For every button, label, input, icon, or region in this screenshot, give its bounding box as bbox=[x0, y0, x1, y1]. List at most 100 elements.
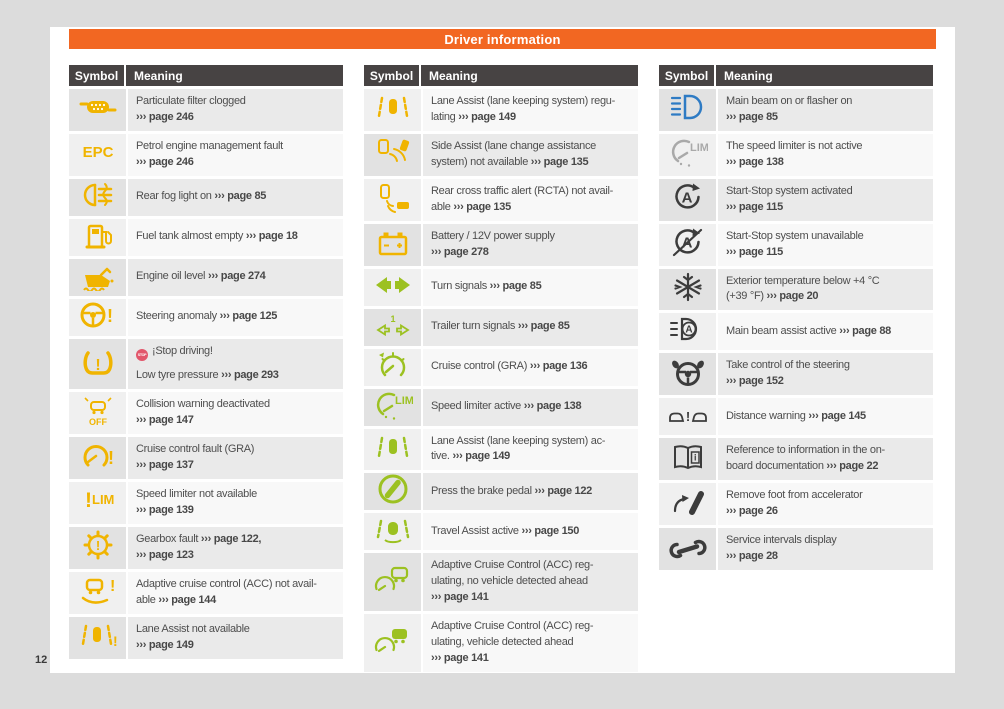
svg-text:!: ! bbox=[685, 409, 689, 424]
meaning-line: Service intervals display bbox=[726, 533, 931, 549]
page-reference: ››› page 20 bbox=[766, 290, 819, 303]
meaning-line: Main beam assist active ››› page 88 bbox=[726, 324, 931, 340]
meaning-cell: Cruise control (GRA) ››› page 136 bbox=[423, 348, 638, 386]
page-reference: ››› page 278 bbox=[431, 245, 489, 258]
page-reference: ››› page 149 bbox=[136, 638, 194, 651]
page-reference: ››› page 85 bbox=[726, 110, 778, 123]
svg-text:!: ! bbox=[95, 538, 99, 553]
meaning-line: ››› page 141 bbox=[431, 590, 636, 606]
meaning-line: ››› page 138 bbox=[726, 155, 931, 171]
meaning-cell: Particulate filter clogged ››› page 246 bbox=[128, 89, 343, 131]
symbol-cell bbox=[69, 178, 126, 216]
symbol-cell bbox=[364, 348, 421, 386]
meaning-text: Rear fog light on bbox=[136, 190, 215, 203]
meaning-cell: Gearbox fault ››› page 122, ››› page 123 bbox=[128, 526, 343, 569]
symbol-column-header: Symbol bbox=[659, 65, 716, 86]
rcta-icon bbox=[373, 181, 413, 218]
meaning-cell: Speed limiter not available ››› page 139 bbox=[128, 482, 343, 524]
meaning-cell: Start-Stop system unavailable ››› page 11… bbox=[718, 223, 933, 266]
meaning-cell: Side Assist (lane change assistance syste… bbox=[423, 133, 638, 176]
page-reference: ››› page 138 bbox=[726, 155, 784, 168]
meaning-text: tive. bbox=[431, 450, 453, 463]
symbol-cell: 1 bbox=[364, 308, 421, 346]
symbol-cell bbox=[69, 218, 126, 256]
meaning-text: Trailer turn signals bbox=[431, 320, 518, 333]
page-reference: ››› page 246 bbox=[136, 110, 194, 123]
lane-assist-icon bbox=[373, 91, 413, 128]
page-reference: ››› page 145 bbox=[808, 409, 866, 422]
page-reference: ››› page 123 bbox=[136, 548, 194, 561]
meaning-line: system) not available ››› page 135 bbox=[431, 155, 636, 171]
manual-page: Driver information Symbol Meaning Particul… bbox=[50, 27, 955, 673]
meaning-text: Collision warning deactivated bbox=[136, 398, 270, 411]
page-reference: ››› page 137 bbox=[136, 459, 194, 472]
table-row: Rear cross traffic alert (RCTA) not avai… bbox=[364, 178, 638, 221]
table-row: Press the brake pedal ››› page 122 bbox=[364, 473, 638, 511]
svg-text:!: ! bbox=[110, 578, 115, 595]
meaning-text: Speed limiter active bbox=[431, 400, 524, 413]
start-stop-unavailable-icon: A bbox=[668, 226, 708, 263]
meaning-cell: Reference to information in the on-board… bbox=[718, 438, 933, 481]
meaning-line: Start-Stop system activated bbox=[726, 184, 931, 200]
meaning-line: Gearbox fault ››› page 122, bbox=[136, 532, 341, 548]
symbol-cell: ! bbox=[69, 616, 126, 659]
meaning-line: Adaptive Cruise Control (ACC) reg- bbox=[431, 558, 636, 574]
symbol-cell bbox=[659, 89, 716, 131]
meaning-line: lating ››› page 149 bbox=[431, 110, 636, 126]
meaning-text: Press the brake pedal bbox=[431, 484, 535, 497]
meaning-cell: Lane Assist (lane keeping system) ac-tiv… bbox=[423, 428, 638, 471]
symbol-cell bbox=[659, 483, 716, 525]
collision-warning-off-icon: OFF bbox=[78, 395, 118, 432]
symbol-cell bbox=[659, 353, 716, 396]
meaning-line: Travel Assist active ››› page 150 bbox=[431, 524, 636, 540]
symbol-cell: ! LIM bbox=[69, 482, 126, 524]
table-row: A Main beam assist active ››› page 88 bbox=[659, 313, 933, 351]
meaning-text: lating bbox=[431, 110, 459, 123]
meaning-text: Main beam on or flasher on bbox=[726, 95, 853, 107]
page-reference: ››› page 122, bbox=[200, 532, 262, 545]
meaning-cell: Collision warning deactivated ››› page 14… bbox=[128, 392, 343, 435]
page-reference: ››› page 88 bbox=[839, 324, 891, 337]
symbol-cell: EPC bbox=[69, 133, 126, 176]
fuel-pump-icon bbox=[78, 219, 118, 256]
service-wrench-icon bbox=[668, 530, 708, 567]
lane-assist-na-icon: ! bbox=[78, 619, 118, 656]
meaning-line: ››› page 149 bbox=[136, 638, 341, 654]
symbol-cell: ! bbox=[69, 437, 126, 480]
page-reference: ››› page 274 bbox=[207, 270, 266, 283]
meaning-column-header: Meaning bbox=[429, 68, 478, 83]
table-row: OFF Collision warning deactivated ››› page… bbox=[69, 392, 343, 435]
page-reference: ››› page 85 bbox=[517, 320, 570, 333]
meaning-cell: Trailer turn signals ››› page 85 bbox=[423, 308, 638, 346]
symbol-cell: A bbox=[659, 223, 716, 266]
meaning-cell: Travel Assist active ››› page 150 bbox=[423, 513, 638, 551]
symbol-table-2: Symbol Meaning Lane Assist (lane keeping s… bbox=[364, 65, 638, 672]
table-row: EPC Petrol engine management fault ››› pag… bbox=[69, 133, 343, 176]
meaning-line: (+39 °F) ››› page 20 bbox=[726, 289, 931, 305]
page-reference: ››› page 135 bbox=[530, 155, 589, 168]
table-row: LIM The speed limiter is not active ››› pa… bbox=[659, 133, 933, 176]
steering-anomaly-icon: ! bbox=[78, 299, 118, 336]
symbol-cell: ! bbox=[69, 298, 126, 336]
meaning-text: Start-Stop system activated bbox=[726, 184, 853, 197]
symbol-cell bbox=[364, 223, 421, 266]
table-row: i Reference to information in the on-boar… bbox=[659, 438, 933, 481]
meaning-text: Particulate filter clogged bbox=[136, 95, 246, 107]
page-reference: ››› page 141 bbox=[431, 591, 489, 604]
onboard-doc-icon: i bbox=[668, 441, 708, 478]
meaning-line: ››› page 147 bbox=[136, 413, 341, 429]
turn-signals-icon bbox=[373, 269, 413, 306]
meaning-text: ulating, no vehicle detected ahead bbox=[431, 575, 588, 588]
meaning-line: ››› page 152 bbox=[726, 374, 931, 390]
page-reference: ››› page 149 bbox=[458, 110, 516, 123]
main-beam-icon bbox=[668, 91, 708, 128]
meaning-cell: Turn signals ››› page 85 bbox=[423, 268, 638, 306]
rear-fog-light-icon bbox=[78, 179, 118, 216]
symbol-cell: A bbox=[659, 313, 716, 351]
svg-text:A: A bbox=[685, 325, 692, 336]
svg-text:!: ! bbox=[85, 489, 92, 512]
symbol-cell: OFF bbox=[69, 392, 126, 435]
meaning-line: Exterior temperature below +4 °C bbox=[726, 274, 931, 290]
meaning-cell: Speed limiter active ››› page 138 bbox=[423, 388, 638, 426]
symbol-cell bbox=[659, 528, 716, 570]
